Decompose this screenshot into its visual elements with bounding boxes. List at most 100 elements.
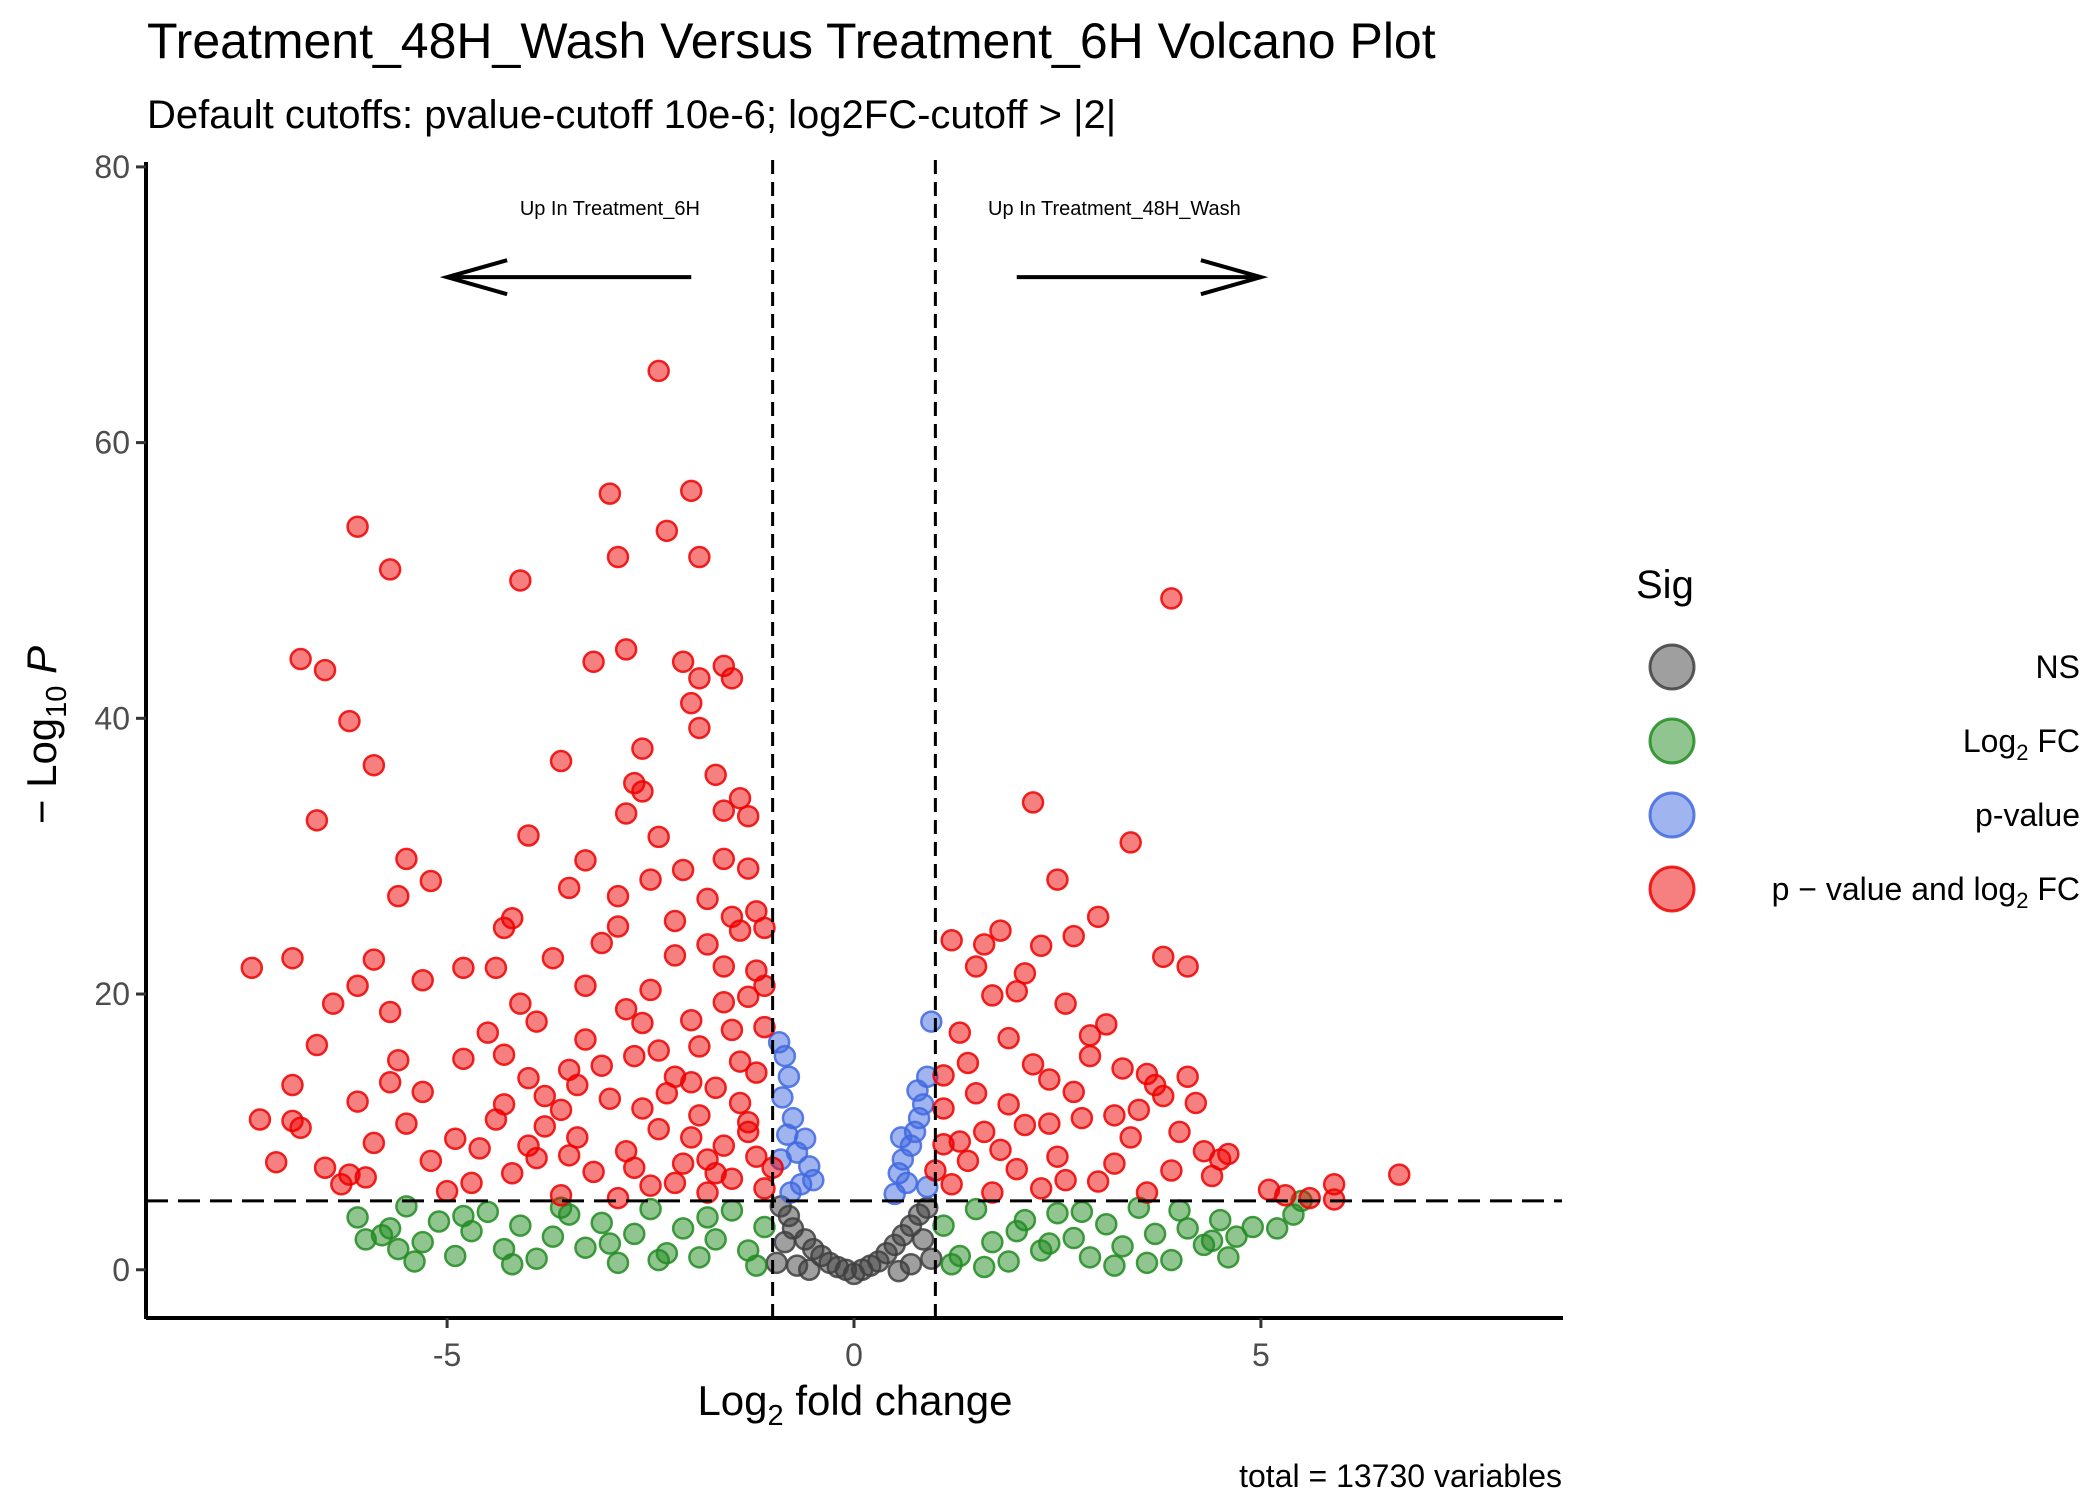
point-both bbox=[753, 974, 776, 998]
point-both bbox=[964, 955, 988, 978]
point-ns bbox=[765, 1251, 788, 1275]
point-both bbox=[460, 1171, 483, 1195]
point-both bbox=[557, 1144, 581, 1167]
point-both bbox=[452, 956, 475, 980]
point-both bbox=[590, 1054, 613, 1077]
point-both bbox=[1070, 1106, 1094, 1130]
point-both bbox=[378, 1071, 402, 1094]
point-both bbox=[1160, 1159, 1183, 1182]
point-p bbox=[891, 1148, 915, 1171]
point-both bbox=[688, 716, 711, 740]
point-both bbox=[346, 515, 369, 538]
point-both bbox=[362, 948, 386, 971]
point-both bbox=[688, 545, 711, 569]
point-both bbox=[1298, 1186, 1321, 1210]
point-both bbox=[997, 1026, 1020, 1050]
point-both bbox=[753, 1015, 776, 1039]
series-both bbox=[240, 359, 1411, 1211]
point-fc bbox=[1135, 1251, 1159, 1275]
point-both bbox=[753, 916, 776, 940]
axis-ticks: -5 0 5 0 20 40 60 80 bbox=[94, 149, 1269, 1373]
point-both bbox=[468, 1137, 491, 1160]
point-both bbox=[313, 658, 337, 682]
annotation-label: Up In Treatment_6H bbox=[520, 198, 700, 220]
point-both bbox=[679, 691, 703, 715]
point-both bbox=[492, 1093, 516, 1116]
point-fc bbox=[476, 1200, 500, 1224]
point-both bbox=[1078, 1044, 1102, 1068]
point-both bbox=[582, 1160, 605, 1184]
cutoff-lines bbox=[146, 160, 1562, 1318]
point-both bbox=[745, 1061, 768, 1084]
point-both bbox=[932, 1097, 955, 1120]
point-fc bbox=[1038, 1232, 1061, 1255]
series-p bbox=[767, 1010, 943, 1206]
point-fc bbox=[1062, 1226, 1085, 1250]
point-both bbox=[704, 1076, 727, 1100]
point-both bbox=[549, 749, 573, 773]
point-both bbox=[1103, 1152, 1126, 1175]
point-fc bbox=[500, 1252, 524, 1276]
point-both bbox=[378, 1000, 402, 1024]
point-fc bbox=[1265, 1217, 1289, 1240]
point-both bbox=[655, 1082, 679, 1105]
point-both bbox=[484, 956, 508, 980]
point-both bbox=[753, 1177, 776, 1200]
point-both bbox=[419, 1149, 443, 1173]
point-both bbox=[956, 1149, 980, 1173]
point-both bbox=[712, 1134, 736, 1157]
point-both bbox=[639, 868, 662, 891]
point-both bbox=[639, 1174, 662, 1197]
point-both bbox=[712, 847, 736, 871]
point-fc bbox=[525, 1247, 548, 1270]
point-fc bbox=[1111, 1235, 1134, 1258]
point-ns bbox=[773, 1230, 797, 1254]
legend-label: p-value bbox=[1975, 797, 2080, 833]
point-both bbox=[696, 1148, 719, 1171]
point-both bbox=[590, 931, 613, 955]
point-both bbox=[671, 650, 695, 674]
point-fc bbox=[606, 1251, 630, 1275]
point-both bbox=[517, 1134, 540, 1157]
legend-label: Log2 FC bbox=[1963, 723, 2080, 765]
point-fc bbox=[590, 1211, 613, 1235]
legend-label: NS bbox=[2036, 649, 2080, 685]
point-both bbox=[1078, 1024, 1102, 1047]
point-fc bbox=[981, 1230, 1004, 1254]
point-fc bbox=[647, 1248, 670, 1272]
x-tick-label: -5 bbox=[433, 1337, 461, 1373]
point-both bbox=[720, 1018, 744, 1042]
point-fc bbox=[972, 1255, 996, 1279]
point-fc bbox=[378, 1217, 402, 1240]
point-both bbox=[679, 1126, 703, 1149]
point-both bbox=[378, 558, 402, 581]
arrow-head bbox=[1200, 258, 1269, 297]
point-both bbox=[338, 709, 361, 733]
legend: Sig NS Log2 FC p-value p − value and log2 FC bbox=[1636, 563, 2080, 913]
point-fc bbox=[720, 1199, 744, 1222]
point-fc bbox=[964, 1197, 988, 1221]
point-both bbox=[720, 667, 744, 690]
point-both bbox=[606, 545, 630, 569]
legend-key bbox=[1648, 717, 1696, 765]
point-both bbox=[728, 1050, 752, 1073]
point-fc bbox=[354, 1228, 377, 1251]
point-fc bbox=[1070, 1200, 1094, 1224]
point-both bbox=[1054, 1168, 1077, 1192]
point-both bbox=[1119, 1126, 1142, 1149]
point-both bbox=[1029, 934, 1053, 958]
point-both bbox=[362, 1131, 386, 1155]
point-both bbox=[712, 955, 736, 978]
point-ns bbox=[887, 1259, 911, 1283]
point-both bbox=[606, 884, 630, 908]
point-both bbox=[948, 1021, 972, 1044]
point-fc bbox=[346, 1206, 369, 1229]
point-fc bbox=[753, 1215, 776, 1239]
point-both bbox=[631, 1097, 654, 1120]
point-ns bbox=[797, 1258, 821, 1281]
point-both bbox=[1143, 1073, 1167, 1097]
point-fc bbox=[1005, 1219, 1029, 1243]
y-tick-label: 0 bbox=[112, 1252, 130, 1288]
point-fc bbox=[1046, 1201, 1069, 1225]
point-both bbox=[435, 1179, 459, 1203]
